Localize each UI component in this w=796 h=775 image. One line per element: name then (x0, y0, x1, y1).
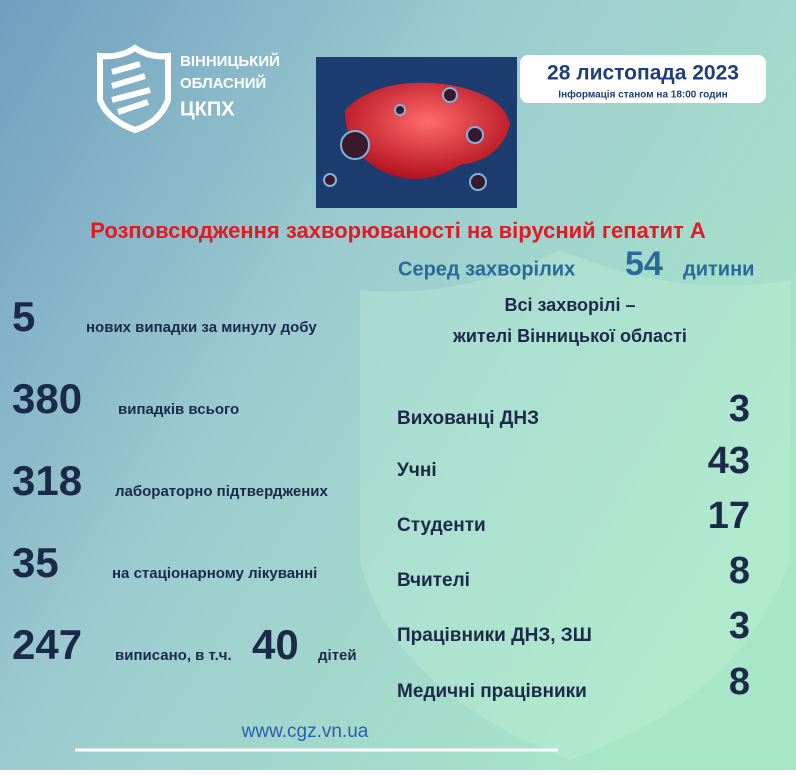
stats: 5 нових випадки за минулу добу 380 випадків… (12, 293, 328, 586)
children-discharged-value: 40 (252, 621, 299, 668)
stat-label: випадків всього (118, 401, 239, 418)
logo-line: ОБЛАСНИЙ (180, 74, 266, 92)
shield-watermark (360, 250, 790, 760)
category-value: 8 (729, 550, 750, 592)
children-value: 54 (625, 245, 663, 283)
date: 28 листопада 2023 (547, 62, 739, 85)
stat-label: на стаціонарному лікуванні (112, 565, 317, 582)
category-label: Студенти (397, 515, 486, 536)
logo-line: ЦКПХ (180, 98, 235, 120)
stat-value: 35 (12, 539, 59, 586)
stat-value: 380 (12, 375, 82, 422)
categories: Вихованці ДНЗ 3 Учні 43 Студенти 17 Вчителі 8 Пр… (397, 388, 750, 703)
hero-image (316, 57, 517, 208)
category-label: Учні (397, 460, 437, 481)
date-box (520, 55, 766, 103)
category-label: Медичні працівники (397, 681, 587, 702)
title: Розповсюдження захворюваності на вірусни… (90, 218, 706, 243)
stat-value: 5 (12, 293, 35, 340)
discharged-label: виписано, в т.ч. (115, 647, 232, 664)
children-prefix: Серед захворілих (398, 258, 575, 280)
website[interactable]: www.cgz.vn.ua (241, 721, 369, 742)
category-label: Вчителі (397, 570, 470, 591)
note: жителі Вінницької області (452, 326, 687, 346)
children-discharged-label: дітей (318, 647, 357, 664)
logo-line: ВІННИЦЬКИЙ (180, 52, 280, 70)
category-label: Вихованці ДНЗ (397, 408, 539, 429)
note: Всі захворілі – (504, 295, 635, 315)
category-value: 3 (729, 388, 750, 430)
logo (97, 44, 171, 134)
stat-value: 318 (12, 457, 82, 504)
stat-label: нових випадки за минулу добу (86, 319, 317, 336)
category-value: 43 (708, 440, 750, 482)
category-value: 3 (729, 605, 750, 647)
discharged-value: 247 (12, 621, 82, 668)
category-label: Працівники ДНЗ, ЗШ (397, 625, 592, 646)
stat-label: лабораторно підтверджених (115, 483, 328, 500)
category-value: 8 (729, 661, 750, 703)
category-value: 17 (708, 495, 750, 537)
children-suffix: дитини (683, 258, 754, 280)
info: Інформація станом на 18:00 годин (558, 89, 727, 101)
